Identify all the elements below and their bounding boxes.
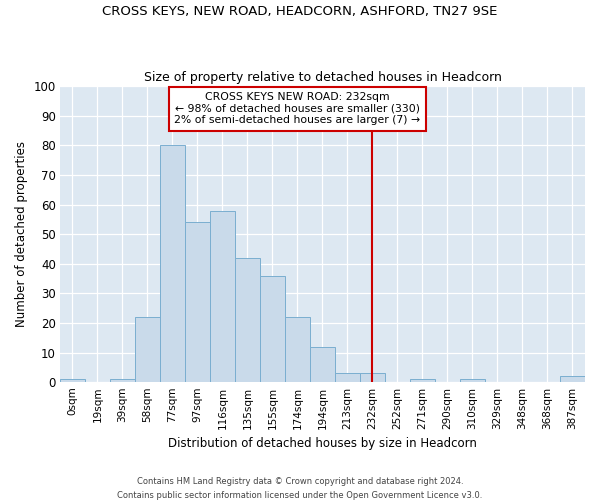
X-axis label: Distribution of detached houses by size in Headcorn: Distribution of detached houses by size … [168, 437, 477, 450]
Y-axis label: Number of detached properties: Number of detached properties [15, 141, 28, 327]
Text: Contains HM Land Registry data © Crown copyright and database right 2024.
Contai: Contains HM Land Registry data © Crown c… [118, 478, 482, 500]
Bar [235, 258, 260, 382]
Bar [360, 374, 385, 382]
Bar [110, 380, 135, 382]
Bar [135, 317, 160, 382]
Bar [185, 222, 210, 382]
Text: CROSS KEYS NEW ROAD: 232sqm
← 98% of detached houses are smaller (330)
2% of sem: CROSS KEYS NEW ROAD: 232sqm ← 98% of det… [175, 92, 421, 125]
Bar [60, 380, 85, 382]
Bar [460, 380, 485, 382]
Bar [285, 317, 310, 382]
Title: Size of property relative to detached houses in Headcorn: Size of property relative to detached ho… [143, 70, 502, 84]
Bar [410, 380, 435, 382]
Bar [560, 376, 585, 382]
Bar [210, 210, 235, 382]
Text: CROSS KEYS, NEW ROAD, HEADCORN, ASHFORD, TN27 9SE: CROSS KEYS, NEW ROAD, HEADCORN, ASHFORD,… [103, 5, 497, 18]
Bar [260, 276, 285, 382]
Bar [310, 347, 335, 382]
Bar [335, 374, 360, 382]
Bar [160, 146, 185, 382]
